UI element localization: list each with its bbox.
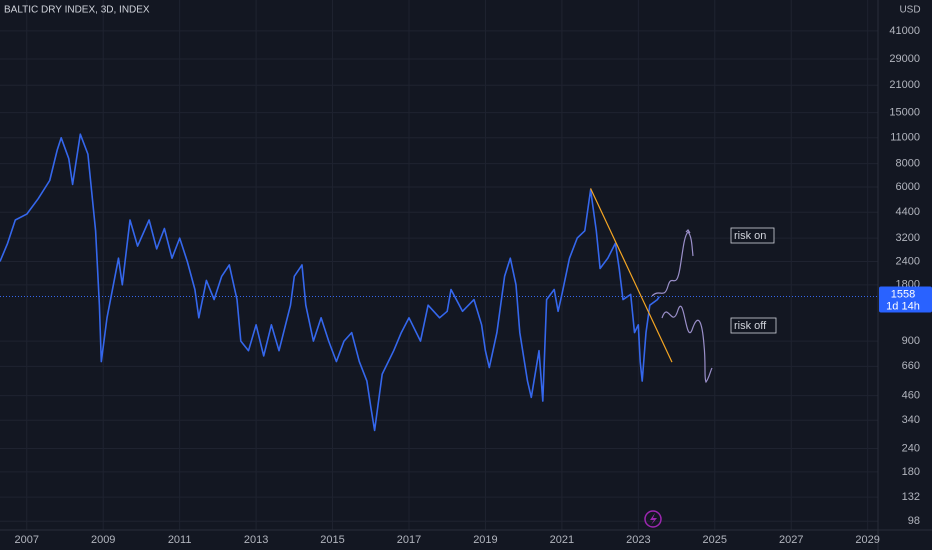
y-tick-label: 2400 bbox=[896, 255, 920, 267]
price-label: 1558 bbox=[891, 288, 915, 300]
x-tick-label: 2025 bbox=[703, 534, 727, 546]
x-tick-label: 2011 bbox=[168, 534, 192, 546]
y-tick-label: 460 bbox=[902, 390, 920, 402]
y-tick-label: 11000 bbox=[890, 132, 920, 144]
x-tick-label: 2013 bbox=[244, 534, 268, 546]
event-icon[interactable] bbox=[644, 510, 662, 528]
y-tick-label: 4400 bbox=[896, 206, 920, 218]
y-tick-label: 180 bbox=[902, 466, 920, 478]
x-tick-label: 2023 bbox=[626, 534, 650, 546]
y-tick-label: 340 bbox=[902, 414, 920, 426]
plot bbox=[0, 133, 878, 432]
x-tick-label: 2015 bbox=[320, 534, 344, 546]
x-tick-label: 2021 bbox=[550, 534, 574, 546]
y-tick-label: 21000 bbox=[889, 79, 920, 91]
drawing bbox=[661, 305, 713, 384]
countdown-label: 1d 14h bbox=[886, 300, 920, 312]
price-line bbox=[0, 133, 661, 432]
y-tick-label: 900 bbox=[902, 335, 920, 347]
annotation-box bbox=[730, 227, 775, 244]
chart-title: BALTIC DRY INDEX, 3D, INDEX bbox=[4, 5, 150, 16]
annotation-box bbox=[730, 317, 777, 334]
x-tick-label: 2007 bbox=[15, 534, 39, 546]
grid bbox=[0, 0, 878, 530]
x-tick-label: 2029 bbox=[855, 534, 879, 546]
y-tick-label: 240 bbox=[902, 442, 920, 454]
y-tick-label: 29000 bbox=[889, 53, 920, 65]
y-tick-label: 41000 bbox=[889, 25, 920, 37]
axis-unit: USD bbox=[899, 5, 920, 16]
y-tick-label: 3200 bbox=[896, 232, 920, 244]
x-tick-label: 2019 bbox=[473, 534, 497, 546]
x-tick-label: 2009 bbox=[91, 534, 115, 546]
event-icon bbox=[650, 513, 657, 525]
y-tick-label: 15000 bbox=[889, 107, 920, 119]
y-tick-label: 132 bbox=[902, 491, 920, 503]
trendline bbox=[590, 188, 673, 363]
y-tick-label: 6000 bbox=[896, 181, 920, 193]
price-label-box bbox=[879, 286, 932, 313]
x-tick-label: 2017 bbox=[397, 534, 421, 546]
drawing bbox=[651, 231, 694, 297]
drawing bbox=[685, 229, 691, 234]
y-tick-label: 98 bbox=[908, 515, 920, 527]
annotation: risk on bbox=[734, 230, 766, 242]
y-tick-label: 660 bbox=[902, 360, 920, 372]
x-tick-label: 2027 bbox=[779, 534, 803, 546]
annotation: risk off bbox=[734, 320, 767, 332]
y-tick-label: 8000 bbox=[896, 158, 920, 170]
